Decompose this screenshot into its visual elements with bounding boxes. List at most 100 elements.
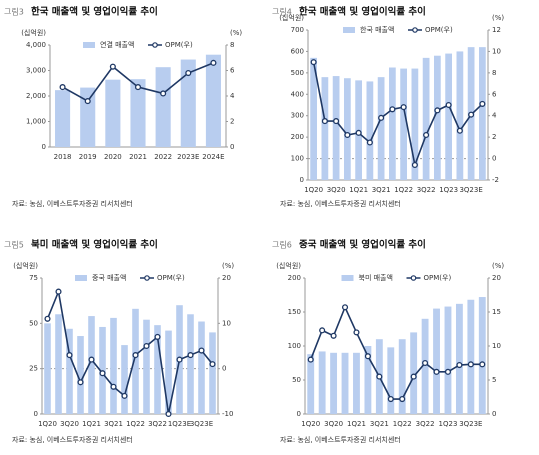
source: 자료: 농심, 이베스트투자증권 리서치센터 — [12, 199, 133, 208]
y-tick-label: 2,000 — [26, 92, 46, 100]
bar — [310, 57, 317, 180]
bar — [44, 323, 51, 414]
figure-label: 그림4 — [272, 7, 292, 17]
y2-tick-label: 0 — [222, 365, 226, 373]
x-tick-label: 2023E — [177, 153, 199, 161]
bar — [77, 336, 84, 414]
x-tick-label: 3Q21 — [372, 186, 391, 194]
y2-tick-label: 6 — [492, 90, 497, 98]
x-tick-label: 1Q21 — [82, 420, 101, 428]
bar — [55, 90, 71, 147]
legend-label: 중국 매출액 — [92, 273, 126, 282]
marker — [59, 84, 66, 91]
bar — [205, 54, 221, 147]
y2-tick-label: 20 — [222, 274, 231, 282]
line — [46, 288, 214, 415]
y-axis-label: (십억원) — [13, 261, 38, 270]
y2-tick-label: 0 — [492, 155, 496, 163]
y-tick-label: 700 — [291, 26, 304, 34]
y2-tick-label: 15 — [492, 308, 501, 316]
y-tick-label: 150 — [288, 308, 301, 316]
y-tick-label: 1,000 — [26, 118, 46, 126]
bar — [421, 318, 429, 414]
marker — [456, 127, 463, 134]
y-tick-label: 300 — [291, 112, 304, 120]
bar — [444, 306, 452, 414]
marker — [160, 90, 167, 97]
marker — [330, 332, 337, 339]
marker — [132, 352, 139, 359]
bar — [411, 68, 419, 180]
marker — [399, 395, 406, 403]
marker — [88, 356, 95, 363]
x-tick-label: 3Q21 — [370, 420, 389, 428]
bar — [198, 321, 205, 414]
marker — [400, 104, 407, 111]
x-tick-label: 3Q22 — [416, 420, 435, 428]
x-tick-label: 3Q22 — [148, 420, 167, 428]
x-tick-label: 3Q23E — [459, 420, 482, 428]
y2-tick-label: 5 — [492, 376, 496, 384]
y-axis-label: (십억원) — [276, 261, 301, 270]
x-tick-label: 1Q20 — [301, 420, 320, 428]
x-tick-label: 1Q22 — [394, 186, 413, 194]
y-axis-label: (십억원) — [21, 28, 46, 37]
bar — [143, 319, 150, 414]
bar — [456, 51, 464, 180]
bar — [121, 345, 128, 414]
marker — [187, 352, 194, 359]
bar — [455, 303, 463, 414]
chart-title: 한국 매출액 및 영업이익률 추이 — [31, 6, 158, 18]
marker — [468, 111, 475, 118]
bar — [105, 79, 121, 147]
y2-tick-label: 8 — [492, 69, 496, 77]
bar — [155, 67, 171, 147]
figure-label: 그림5 — [4, 240, 24, 250]
y-tick-label: 200 — [291, 133, 304, 141]
x-tick-label: 1Q23 — [439, 420, 458, 428]
y2-axis-label: (%) — [230, 29, 242, 37]
marker — [310, 59, 317, 66]
marker — [389, 106, 396, 113]
marker — [355, 129, 362, 136]
legend-swatch — [343, 27, 355, 33]
y2-tick-label: 2 — [492, 133, 496, 141]
marker — [185, 70, 192, 77]
bar — [478, 297, 486, 414]
y2-tick-label: 4 — [492, 112, 497, 120]
marker — [165, 410, 172, 418]
y-tick-label: 600 — [291, 47, 304, 55]
bar — [187, 314, 194, 414]
x-tick-label: 1Q20 — [304, 186, 323, 194]
y2-tick-label: 10 — [492, 342, 501, 350]
y2-tick-label: 8 — [230, 41, 234, 49]
y2-axis-label: (%) — [492, 14, 504, 22]
y-axis-label: (십억원) — [279, 13, 304, 22]
marker — [422, 359, 429, 367]
marker — [376, 373, 383, 380]
y-tick-label: 25 — [29, 365, 38, 373]
marker — [411, 161, 418, 169]
x-tick-label: 2021 — [129, 153, 147, 161]
marker — [456, 361, 463, 369]
bar — [479, 47, 486, 181]
marker — [44, 315, 51, 322]
y-tick-label: 75 — [29, 274, 38, 282]
bar — [132, 308, 139, 414]
y2-tick-label: 0 — [492, 410, 496, 418]
bar — [88, 316, 95, 414]
marker — [176, 356, 183, 363]
x-tick-label: 2019 — [79, 153, 97, 161]
marker — [321, 118, 328, 125]
bar — [434, 55, 441, 180]
marker — [433, 368, 440, 375]
line — [312, 61, 483, 168]
legend-label: OPM(우) — [424, 274, 452, 282]
bar — [422, 57, 430, 180]
y2-tick-label: 12 — [492, 26, 501, 34]
x-tick-label: 1Q21 — [347, 420, 366, 428]
bar — [307, 354, 315, 414]
y-tick-label: 100 — [291, 155, 304, 163]
y2-tick-label: 0 — [230, 143, 234, 151]
bar — [400, 68, 407, 180]
